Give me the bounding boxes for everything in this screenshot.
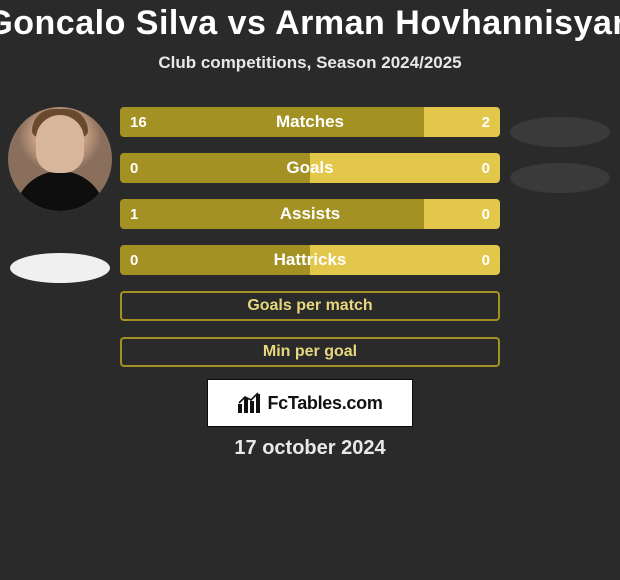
stat-bar-assists: 10Assists (120, 199, 500, 229)
stat-left-seg: 16 (120, 107, 424, 137)
stat-bar-goals-per-match: Goals per match (120, 291, 500, 321)
stat-right-value: 0 (482, 252, 490, 269)
stat-right-seg: 2 (424, 107, 500, 137)
stat-left-value: 0 (130, 252, 138, 269)
footer-date: 17 october 2024 (234, 437, 385, 460)
player1-avatar (8, 107, 112, 211)
bars-icon (237, 392, 261, 414)
stat-left-value: 16 (130, 114, 147, 131)
stat-right-seg: 0 (424, 199, 500, 229)
player1-club-logo (10, 253, 110, 283)
avatar-shoulders (14, 171, 106, 211)
avatar-head (36, 115, 84, 173)
stat-left-seg: 0 (120, 245, 310, 275)
player2-club-logo (510, 117, 610, 147)
stat-left-seg: 0 (120, 153, 310, 183)
comparison-card: Goncalo Silva vs Arman Hovhannisyan Club… (0, 0, 620, 580)
stat-label: Goals per match (122, 293, 498, 319)
stat-right-value: 0 (482, 160, 490, 177)
stat-right-seg: 0 (310, 153, 500, 183)
page-title: Goncalo Silva vs Arman Hovhannisyan (0, 4, 620, 43)
stat-bar-hattricks: 00Hattricks (120, 245, 500, 275)
page-subtitle: Club competitions, Season 2024/2025 (158, 53, 461, 73)
stat-right-seg: 0 (310, 245, 500, 275)
stat-right-value: 0 (482, 206, 490, 223)
stat-left-seg: 1 (120, 199, 424, 229)
stat-bar-goals: 00Goals (120, 153, 500, 183)
player2-secondary-logo (510, 163, 610, 193)
stat-bar-matches: 162Matches (120, 107, 500, 137)
left-player-col (0, 97, 120, 283)
stat-left-value: 1 (130, 206, 138, 223)
stat-bars: 162Matches00Goals10Assists00HattricksGoa… (120, 97, 500, 367)
content-row: 162Matches00Goals10Assists00HattricksGoa… (0, 97, 620, 367)
brand-box: FcTables.com (207, 379, 413, 427)
brand-text: FcTables.com (267, 393, 382, 414)
brand-inner: FcTables.com (237, 392, 382, 414)
stat-left-value: 0 (130, 160, 138, 177)
stat-bar-min-per-goal: Min per goal (120, 337, 500, 367)
stat-label: Min per goal (122, 339, 498, 365)
stat-right-value: 2 (482, 114, 490, 131)
right-player-col (500, 97, 620, 193)
